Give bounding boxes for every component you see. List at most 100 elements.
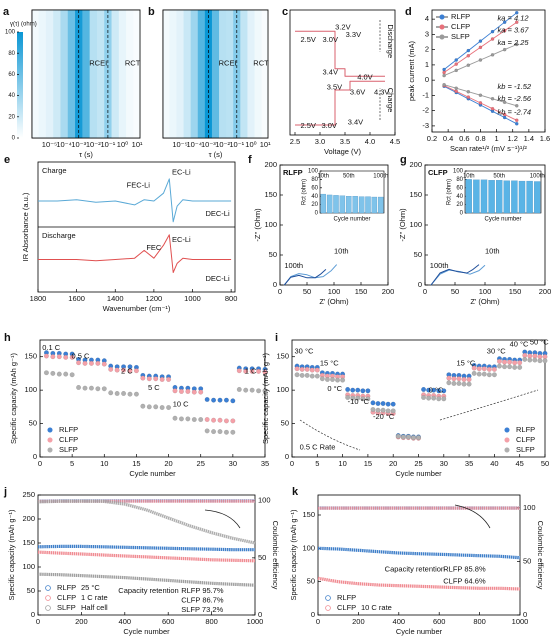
inset-y-tick-label: 0 (315, 211, 319, 217)
legend-label: CLFP (451, 22, 470, 31)
x-tick-label: 50 (303, 287, 311, 296)
y-axis-label: Specific capacity (mAh g⁻¹) (289, 509, 298, 601)
legend-label: SLFP (59, 445, 78, 454)
heat-cell (111, 10, 120, 138)
data-point (243, 368, 249, 374)
x-tick-label: 10⁻² (86, 140, 101, 149)
heating-arrow (439, 389, 539, 421)
heat-cell (261, 10, 269, 138)
data-point (56, 371, 62, 377)
legend-label: CLFP (516, 435, 535, 444)
data-point (502, 364, 507, 370)
y-axis-label: IR Absorbance (a.u.) (21, 192, 30, 261)
inset-bar (365, 196, 371, 214)
data-point (454, 86, 458, 90)
annotation: RCEI (219, 59, 237, 68)
legend-marker (45, 585, 51, 591)
data-point (476, 371, 482, 377)
legend-label: CLFP (337, 603, 356, 612)
data-point (426, 395, 432, 401)
x-tick-label: 800 (205, 617, 218, 626)
legend-label: RLFP (59, 425, 78, 434)
y-tick-label: 0 (285, 452, 289, 461)
data-point (178, 416, 184, 422)
heat-cell (226, 10, 234, 138)
legend-label: SLFP (516, 445, 535, 454)
data-point (490, 97, 495, 101)
annotation: ka = 3.67 (498, 26, 530, 35)
series-line (283, 269, 327, 286)
annotation: ka = 2.25 (498, 38, 530, 47)
data-point (454, 62, 458, 66)
colorbar-tick-label: 40 (8, 93, 15, 99)
y-tick-label: 0 (425, 75, 429, 84)
data-point (454, 68, 458, 73)
heat-cell (133, 10, 141, 138)
series-label: 100th (430, 261, 449, 270)
data-point (466, 63, 471, 67)
annotation: 2 C (121, 367, 133, 376)
y2-tick-label: 0 (258, 610, 262, 619)
data-point (486, 366, 492, 372)
legend-marker (47, 437, 53, 443)
data-point (466, 89, 471, 94)
x-tick-label: 0 (278, 287, 282, 296)
data-point (416, 435, 421, 441)
annotation: 3.0V (323, 35, 338, 44)
inset-bar (326, 194, 333, 214)
data-point (497, 358, 502, 364)
data-point (365, 388, 371, 394)
annotation: DEC-Li (205, 274, 230, 283)
data-point (517, 364, 523, 370)
data-point (114, 391, 120, 396)
inset-category-label: 10th (317, 174, 329, 180)
heat-cell (126, 10, 134, 138)
data-point (515, 104, 519, 108)
inset-bar (346, 196, 352, 214)
legend-marker (439, 24, 445, 30)
data-point (515, 122, 519, 126)
inset-bar (480, 179, 488, 214)
series-line (37, 550, 256, 563)
x-tick-label: 20 (164, 459, 172, 468)
x-tick-label: 1600 (68, 294, 85, 303)
annotation: FEC-Li (127, 180, 151, 189)
data-point (304, 366, 310, 372)
colorbar-tick-label: 80 (8, 51, 15, 57)
x-tick-label: 600 (433, 617, 446, 626)
data-point (185, 389, 191, 394)
data-point (223, 418, 229, 424)
x-tick-label: 50 (541, 459, 549, 468)
annotation: 4.3V (374, 87, 389, 96)
series-line (38, 234, 232, 273)
x-tick-label: 1 (494, 134, 498, 143)
data-point (230, 418, 236, 424)
series-line (283, 264, 338, 286)
annotation: Capacity retention (118, 586, 178, 595)
data-point (330, 376, 335, 382)
data-point (294, 366, 300, 372)
y-tick-label: 100 (264, 220, 277, 229)
data-point (204, 397, 210, 402)
data-point (211, 417, 217, 423)
heat-cell (118, 10, 127, 138)
data-point (153, 404, 159, 410)
data-point (502, 47, 507, 52)
data-point (172, 415, 178, 421)
series-label: Charge (386, 88, 395, 113)
data-point (442, 82, 446, 87)
data-point (441, 388, 447, 394)
x-tick-label: 1.4 (524, 134, 534, 143)
data-point (249, 368, 255, 374)
data-point (522, 356, 528, 362)
data-point (127, 391, 133, 397)
annotation: Capacity retention (385, 564, 445, 573)
x-tick-label: 10⁻⁵ (42, 140, 57, 149)
data-point (502, 20, 507, 24)
inset-bar (511, 180, 518, 214)
x-tick-label: 100 (328, 287, 341, 296)
inset-y-tick-label: 20 (456, 202, 463, 208)
inset-bar (496, 180, 503, 214)
annotation: RLFP 95.7% (181, 586, 224, 595)
annotation: kb = -2.56 (498, 94, 532, 103)
